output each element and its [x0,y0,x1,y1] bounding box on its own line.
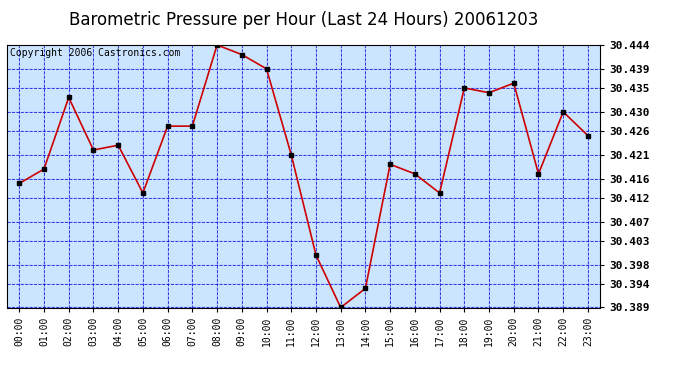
Text: Copyright 2006 Castronics.com: Copyright 2006 Castronics.com [10,48,180,58]
Text: Barometric Pressure per Hour (Last 24 Hours) 20061203: Barometric Pressure per Hour (Last 24 Ho… [69,11,538,29]
